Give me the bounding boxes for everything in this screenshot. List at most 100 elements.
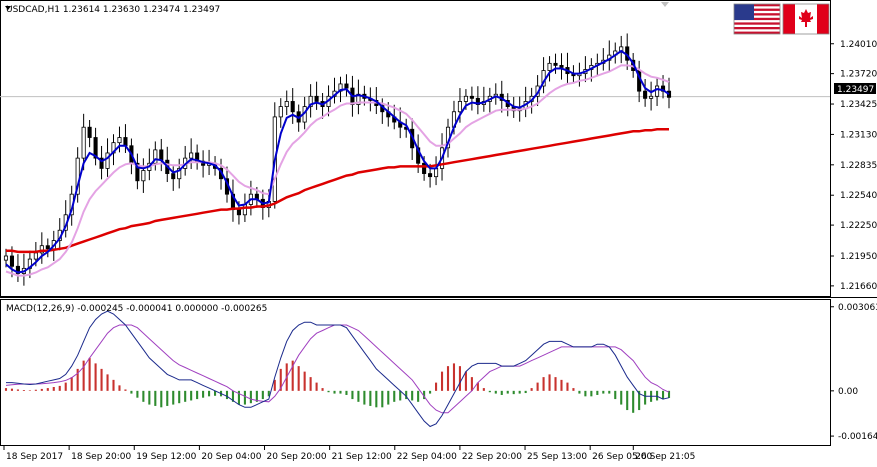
candle: [230, 179, 236, 222]
price-tick-label: 1.21950: [840, 252, 877, 262]
chart-menu-icon[interactable]: [5, 6, 11, 10]
macd-histogram-bar: [303, 371, 306, 391]
candle: [201, 150, 206, 178]
macd-histogram-bar: [64, 382, 67, 391]
macd-histogram-bar: [405, 390, 408, 400]
macd-histogram-bar: [10, 388, 14, 391]
macd-histogram-bar: [225, 390, 229, 400]
macd-histogram-bar: [100, 368, 103, 391]
candle: [565, 52, 570, 84]
candle: [87, 120, 92, 148]
candle: [45, 238, 50, 258]
macd-tick-label: 0.00: [838, 387, 858, 397]
macd-histogram-bar: [381, 390, 384, 408]
canada-flag-icon: [782, 3, 830, 35]
time-tick-label: 20 Sep 20:00: [267, 452, 327, 462]
macd-histogram-bar: [190, 390, 193, 401]
macd-histogram-bar: [16, 389, 19, 391]
macd-histogram-bar: [160, 390, 163, 408]
time-tick-label: 26 Sep 05:00: [592, 452, 652, 462]
candle: [601, 48, 606, 71]
macd-histogram-bar: [327, 390, 330, 393]
chart-header: USDCAD,H1 1.23614 1.23630 1.23474 1.2349…: [6, 5, 220, 15]
macd-histogram-bar: [399, 390, 402, 401]
macd-histogram-bar: [446, 366, 450, 391]
candle: [559, 53, 564, 80]
candle: [135, 153, 140, 190]
candle: [195, 144, 200, 170]
price-tick-label: 1.24010: [840, 40, 877, 50]
time-tick-label: 18 Sep 2017: [6, 452, 63, 462]
fast-ma-line: [5, 49, 670, 274]
macd-histogram-bar: [237, 390, 240, 405]
macd-histogram-bar: [124, 389, 127, 391]
macd-histogram-bar: [345, 390, 348, 395]
candle: [583, 56, 588, 83]
macd-histogram-bar: [279, 368, 282, 391]
time-tick-label: 19 Sep 12:00: [136, 452, 196, 462]
candle: [308, 84, 313, 118]
price-plot: [0, 33, 830, 286]
candle: [159, 138, 164, 172]
macd-histogram-bar: [46, 388, 49, 391]
candle: [619, 35, 624, 64]
macd-histogram-bar: [661, 390, 665, 400]
macd-histogram-bar: [58, 385, 61, 391]
candle: [290, 88, 295, 124]
macd-histogram-bar: [202, 390, 205, 398]
macd-histogram-bar: [423, 390, 426, 400]
candle: [469, 86, 474, 111]
price-tick-label: 1.22540: [840, 191, 877, 201]
candle: [613, 42, 618, 64]
macd-histogram-bar: [357, 390, 360, 402]
macd-histogram-bar: [524, 390, 527, 394]
time-tick-label: 21 Sep 12:00: [332, 452, 392, 462]
time-tick-label: 26 Sep 21:05: [635, 452, 695, 462]
candle: [81, 113, 86, 171]
candle: [380, 98, 385, 124]
macd-histogram-bar: [112, 379, 115, 391]
candle: [649, 81, 654, 111]
macd-histogram-bar: [214, 390, 217, 396]
macd-histogram-bar: [178, 390, 181, 404]
macd-histogram-bar: [596, 390, 599, 395]
candle: [153, 141, 158, 171]
macd-histogram-bar: [632, 390, 635, 413]
shift-marker-icon[interactable]: [661, 2, 669, 7]
macd-histogram-bar: [291, 360, 294, 391]
macd-histogram-bar: [464, 371, 467, 391]
macd-main-line: [6, 310, 670, 428]
macd-histogram-bar: [387, 390, 390, 405]
time-tick-label: 25 Sep 13:00: [527, 452, 587, 462]
macd-histogram-bar: [34, 389, 37, 391]
macd-histogram-bar: [536, 382, 539, 391]
candle: [499, 80, 504, 113]
macd-histogram-bar: [172, 390, 175, 405]
macd-histogram-bar: [88, 357, 91, 391]
candle: [189, 138, 194, 170]
macd-header: MACD(12,26,9) -0.000245 -0.000041 0.0000…: [6, 304, 267, 314]
current-price-label: 1.23497: [837, 85, 874, 95]
time-tick-label: 22 Sep 20:00: [462, 452, 522, 462]
macd-histogram-bar: [196, 390, 199, 400]
slow-ma-line: [6, 128, 669, 254]
candle: [63, 200, 68, 238]
macd-histogram-bar: [249, 390, 252, 404]
price-tick-label: 1.23720: [840, 70, 877, 80]
candle: [356, 79, 361, 115]
price-tick-label: 1.22250: [840, 221, 877, 231]
macd-histogram-bar: [106, 374, 109, 391]
macd-histogram-bar: [476, 382, 479, 391]
macd-histogram-bar: [470, 377, 473, 391]
candle: [284, 90, 289, 116]
macd-histogram-bar: [500, 390, 503, 395]
macd-histogram-bar: [52, 387, 55, 391]
macd-plot: [4, 310, 671, 428]
candle: [607, 40, 612, 72]
macd-histogram-bar: [375, 390, 378, 408]
macd-histogram-bar: [572, 388, 575, 391]
macd-histogram-bar: [351, 390, 354, 400]
candle: [278, 98, 283, 128]
